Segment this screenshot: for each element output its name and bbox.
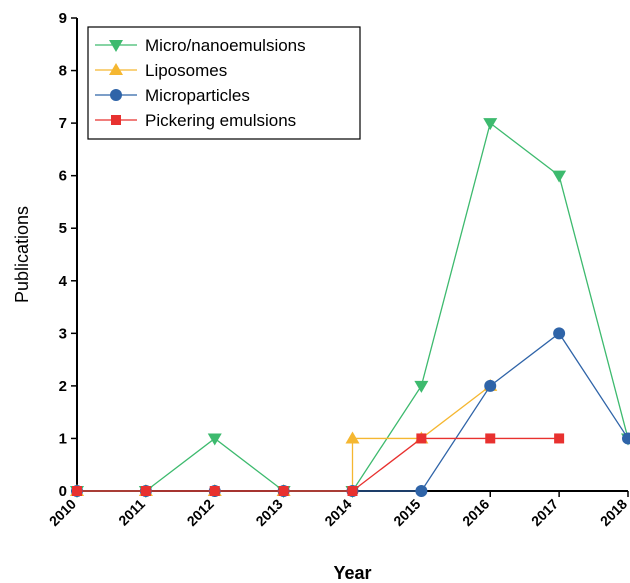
y-tick-label: 4 [59,273,68,290]
data-point [414,380,429,393]
y-tick-label: 3 [59,325,67,342]
y-tick-label: 0 [59,483,67,500]
data-point [554,433,565,444]
legend-item: Liposomes [95,61,227,80]
series-layer [70,118,630,498]
data-point [347,486,358,496]
legend-marker [111,115,121,125]
data-point [484,379,497,392]
y-tick-label: 9 [59,10,67,27]
series-2 [71,327,630,497]
legend-marker [109,40,123,52]
legend-item: Micro/nanoemulsions [95,36,306,55]
y-tick-label: 1 [59,430,67,447]
legend-marker [109,63,123,75]
legend-marker [110,89,122,101]
x-tick-label: 2012 [184,496,217,529]
x-tick-label: 2011 [115,496,148,529]
data-point [207,433,222,446]
series-3 [72,433,565,496]
y-tick-label: 6 [59,168,67,185]
data-point [622,432,630,445]
data-point [278,486,289,496]
data-point [415,485,428,497]
series-line [77,437,560,492]
legend-label: Liposomes [145,61,227,80]
legend-label: Pickering emulsions [145,111,296,130]
data-point [483,118,498,131]
data-point [345,431,360,444]
y-tick-label: 5 [59,220,67,237]
series-1 [70,378,498,496]
x-tick-label: 2014 [321,496,354,529]
data-point [553,327,566,340]
data-point [140,486,151,496]
legend: Micro/nanoemulsions Liposomes Microparticl… [87,26,361,140]
x-tick-label: 2010 [46,496,79,529]
legend-item: Pickering emulsions [95,111,296,130]
y-tick-label: 8 [59,63,67,80]
x-tick-label: 2017 [528,496,561,529]
y-axis-title: Publications [12,206,32,303]
y-tick-label: 2 [59,378,67,395]
legend-item: Microparticles [95,86,250,105]
x-tick-label: 2015 [390,496,423,529]
x-tick-label: 2013 [252,496,285,529]
legend-label: Microparticles [145,86,250,105]
data-point [72,486,82,496]
legend-label: Micro/nanoemulsions [145,36,306,55]
x-axis-title: Year [333,563,371,583]
x-tick-label: 2018 [597,496,630,529]
data-point [416,433,427,444]
data-point [552,170,567,183]
x-tick-label: 2016 [459,496,492,529]
y-tick-label: 7 [59,115,67,132]
data-point [485,433,496,444]
data-point [209,486,220,496]
